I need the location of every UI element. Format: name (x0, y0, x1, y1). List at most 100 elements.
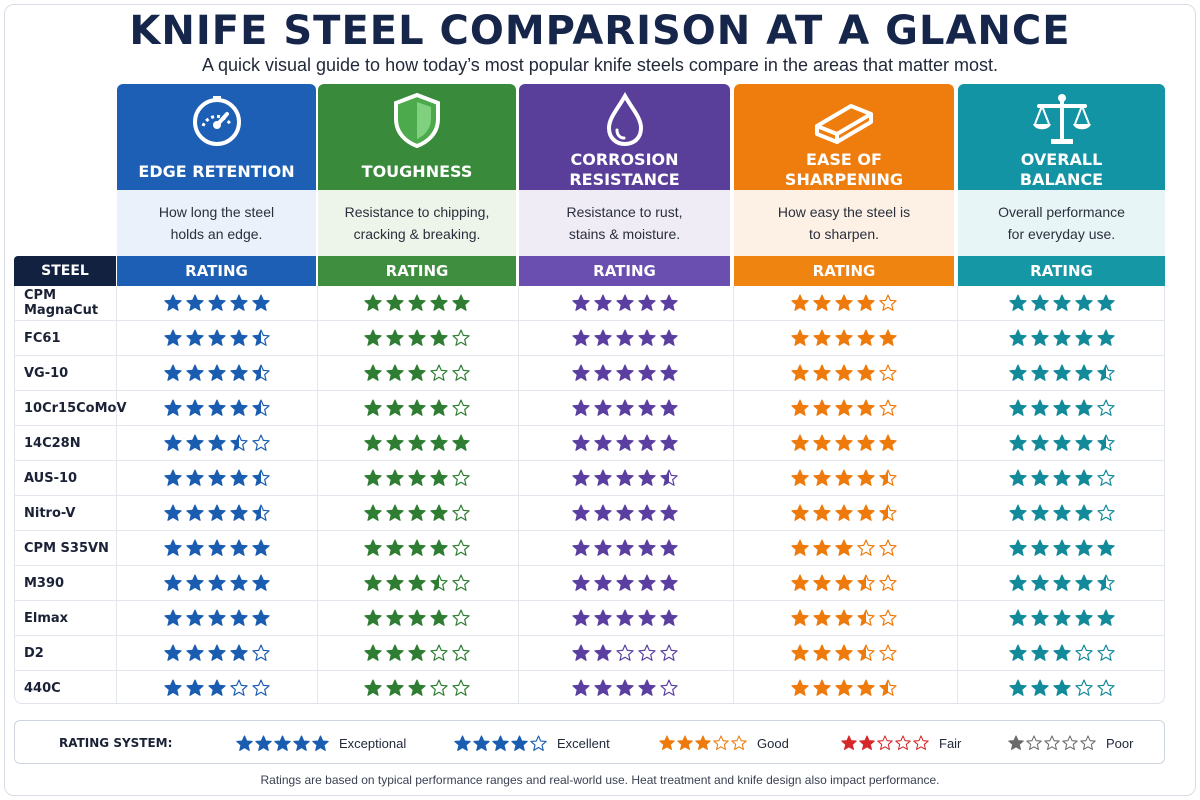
star-full-icon (386, 364, 404, 381)
star-full-icon (835, 434, 853, 451)
legend-item: Fair (841, 721, 961, 765)
star-full-icon (1008, 329, 1027, 346)
star-full-icon (857, 679, 875, 696)
star-half-icon (857, 644, 875, 661)
star-full-icon (163, 679, 182, 696)
star-full-icon (1096, 539, 1115, 556)
star-full-icon (364, 644, 382, 661)
star-full-icon (408, 294, 426, 311)
star-full-icon (835, 609, 853, 626)
star-full-icon (163, 294, 182, 311)
star-rating-toughness (318, 391, 516, 425)
star-full-icon (408, 574, 426, 591)
star-full-icon (813, 469, 831, 486)
star-full-icon (364, 574, 382, 591)
star-full-icon (1008, 434, 1027, 451)
table-row: VG-10 (14, 356, 1165, 391)
star-full-icon (163, 609, 182, 626)
star-full-icon (593, 539, 612, 556)
star-rating-edge (117, 461, 316, 495)
star-full-icon (593, 364, 612, 381)
star-empty-icon (452, 644, 470, 661)
star-full-icon (791, 469, 809, 486)
star-full-icon (1052, 294, 1071, 311)
scales-icon (1029, 92, 1095, 148)
table-row: CPM S35VN (14, 531, 1165, 566)
star-full-icon (835, 469, 853, 486)
star-full-icon (615, 294, 634, 311)
star-full-icon (185, 364, 204, 381)
steel-name: 14C28N (24, 435, 81, 451)
star-full-icon (1030, 329, 1049, 346)
star-empty-icon (1096, 679, 1115, 696)
star-full-icon (386, 504, 404, 521)
star-full-icon (615, 364, 634, 381)
star-full-icon (571, 364, 590, 381)
star-half-icon (857, 609, 875, 626)
star-rating-balance (958, 566, 1165, 600)
star-full-icon (593, 609, 612, 626)
steel-column-header: STEEL (14, 256, 116, 286)
star-full-icon (1030, 504, 1049, 521)
steel-name: 10Cr15CoMoV (24, 400, 127, 416)
column-header-label: OVERALL BALANCE (1019, 150, 1104, 189)
star-full-icon (430, 609, 448, 626)
star-full-icon (1008, 294, 1027, 311)
column-description-edge: How long the steel holds an edge. (117, 190, 316, 256)
star-full-icon (571, 399, 590, 416)
star-full-icon (791, 539, 809, 556)
star-full-icon (659, 364, 678, 381)
star-full-icon (857, 364, 875, 381)
star-full-icon (229, 294, 248, 311)
star-rating-toughness (318, 321, 516, 355)
column-description-corrosion: Resistance to rust, stains & moisture. (519, 190, 730, 256)
column-header-sharpening: EASE OF SHARPENING (734, 84, 954, 190)
star-full-icon (229, 609, 248, 626)
star-empty-icon (452, 504, 470, 521)
star-full-icon (185, 294, 204, 311)
column-header-label: CORROSION RESISTANCE (569, 150, 680, 189)
star-full-icon (1074, 434, 1093, 451)
star-empty-icon (452, 539, 470, 556)
star-rating-corrosion (519, 356, 730, 390)
steel-name: VG-10 (24, 365, 69, 381)
star-full-icon (637, 679, 656, 696)
star-full-icon (813, 609, 831, 626)
legend-label: Excellent (557, 735, 610, 751)
star-full-icon (1030, 399, 1049, 416)
star-full-icon (207, 364, 226, 381)
star-empty-icon (452, 609, 470, 626)
star-rating-edge (117, 426, 316, 460)
star-full-icon (659, 735, 675, 750)
star-full-icon (571, 609, 590, 626)
legend-label: Fair (939, 735, 962, 751)
star-full-icon (1008, 504, 1027, 521)
star-full-icon (430, 329, 448, 346)
star-full-icon (511, 734, 528, 751)
star-empty-icon (879, 644, 897, 661)
star-rating-corrosion (519, 286, 730, 320)
star-full-icon (1030, 539, 1049, 556)
star-rating-edge (117, 601, 316, 635)
star-empty-icon (452, 399, 470, 416)
star-full-icon (1096, 609, 1115, 626)
star-empty-icon (1062, 735, 1078, 750)
star-rating-edge (117, 496, 316, 530)
star-full-icon (593, 434, 612, 451)
star-half-icon (879, 679, 897, 696)
star-full-icon (615, 399, 634, 416)
star-full-icon (364, 329, 382, 346)
star-full-icon (364, 609, 382, 626)
star-half-icon (251, 399, 270, 416)
star-rating-edge (117, 286, 316, 320)
star-empty-icon (1026, 735, 1042, 750)
star-full-icon (1052, 679, 1071, 696)
star-empty-icon (251, 679, 270, 696)
star-full-icon (593, 294, 612, 311)
star-full-icon (637, 504, 656, 521)
star-rating-toughness (318, 286, 516, 320)
star-empty-icon (879, 574, 897, 591)
star-full-icon (386, 469, 404, 486)
whetstone-icon (811, 92, 877, 148)
star-full-icon (430, 469, 448, 486)
